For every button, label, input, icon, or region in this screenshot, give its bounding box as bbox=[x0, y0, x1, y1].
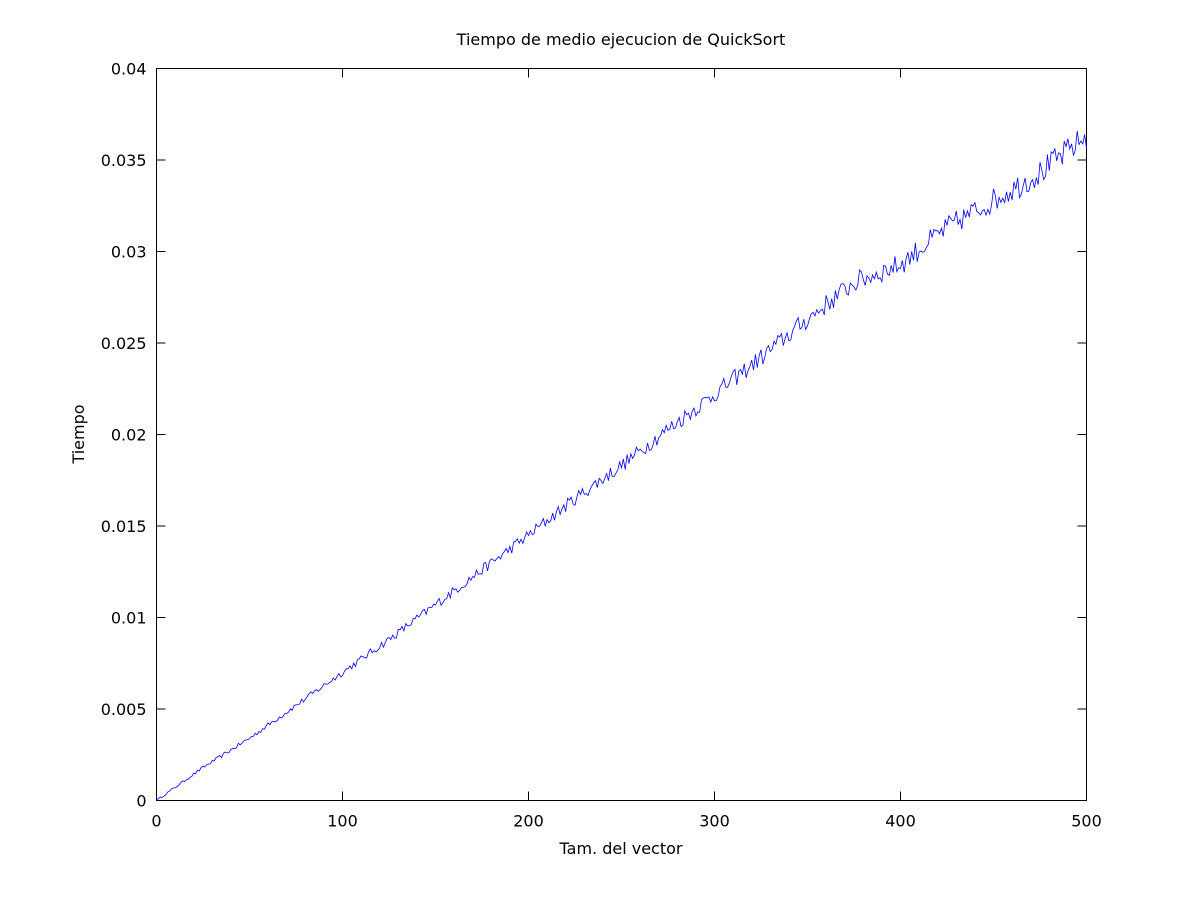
y-tick-label: 0.03 bbox=[111, 243, 147, 262]
y-tick-label: 0.025 bbox=[101, 334, 147, 353]
x-tick-label: 100 bbox=[327, 812, 358, 831]
series-group bbox=[156, 131, 1087, 801]
x-tick-label: 400 bbox=[885, 812, 916, 831]
y-axis-label: Tiempo bbox=[69, 404, 88, 464]
y-tick-label: 0.015 bbox=[101, 517, 147, 536]
y-tick-label: 0 bbox=[136, 792, 146, 811]
series-line bbox=[156, 131, 1087, 801]
x-tick-label: 200 bbox=[513, 812, 544, 831]
y-tick-label: 0.035 bbox=[101, 151, 147, 170]
axis-ticks bbox=[156, 68, 1087, 801]
chart-title: Tiempo de medio ejecucion de QuickSort bbox=[456, 30, 786, 49]
x-tick-label: 300 bbox=[699, 812, 730, 831]
y-tick-label: 0.04 bbox=[111, 60, 147, 79]
x-tick-label: 500 bbox=[1071, 812, 1102, 831]
y-tick-label: 0.02 bbox=[111, 426, 147, 445]
axis-tick-labels: 0 100 200 300 400 500 0 0.005 0.01 0.015 0.02 0.025… bbox=[101, 60, 1102, 831]
x-tick-label: 0 bbox=[151, 812, 161, 831]
y-tick-label: 0.01 bbox=[111, 609, 147, 628]
x-axis-label: Tam. del vector bbox=[559, 839, 683, 858]
y-tick-label: 0.005 bbox=[101, 700, 147, 719]
